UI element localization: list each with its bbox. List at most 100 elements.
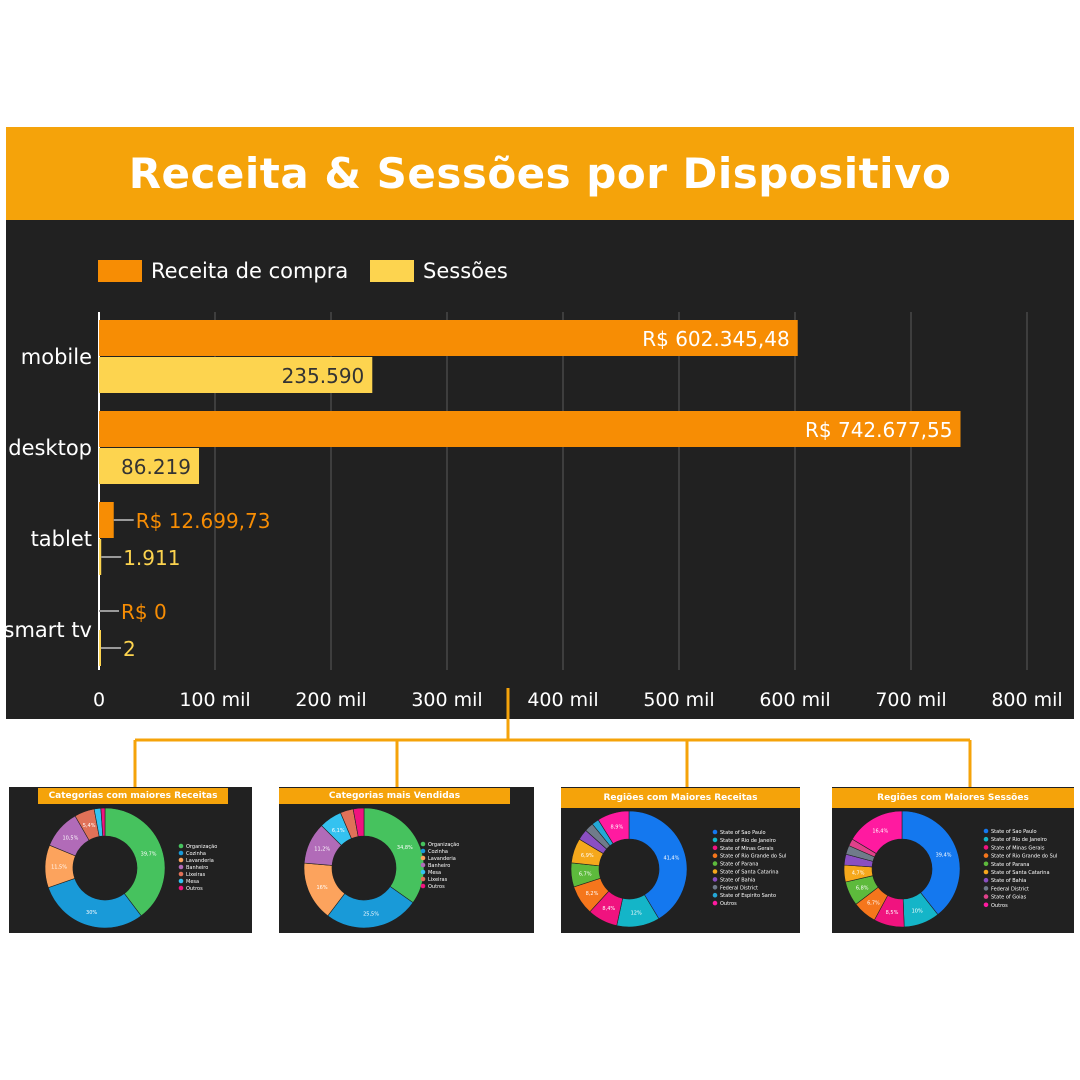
legend-swatch-receita — [98, 260, 142, 282]
donut-panel-regioes-receitas: Regiões com Maiores Receitas 41,4% 12% 8,4… — [561, 787, 800, 933]
x-tick-label: 300 mil — [411, 689, 482, 711]
receita-bar — [99, 320, 798, 356]
legend-dot — [178, 850, 184, 856]
sessoes-bar-label: 2 — [123, 637, 136, 661]
donut-slice-label: 10% — [912, 908, 923, 914]
donut-slice-label: 6,7% — [867, 900, 880, 906]
donut-slice-label: 30% — [86, 910, 97, 916]
donut-slice-label: 25,5% — [363, 911, 379, 917]
donut-slice-label: 6,1% — [332, 828, 345, 834]
legend-dot — [712, 829, 718, 835]
receita-bar-label: R$ 0 — [121, 600, 167, 624]
donut-slice-label: 39,7% — [141, 851, 157, 857]
legend-dot — [178, 871, 184, 877]
legend-dot — [712, 900, 718, 906]
legend-label: State of Rio Grande do Sul — [991, 854, 1057, 860]
donut-slice-label: 8,5% — [886, 910, 899, 916]
sessoes-bar — [99, 630, 101, 666]
legend-label: State of Parana — [991, 862, 1029, 868]
donut-title: Categorias mais Vendidas — [279, 788, 510, 804]
legend-dot — [178, 843, 184, 849]
donut-slice-label: 11,5% — [51, 865, 67, 871]
legend-label: State of Bahia — [720, 877, 755, 883]
donut-chart-2: 34,8% 25,5% 16% 11,2% 6,1% OrganizaçãoCozinha… — [303, 807, 459, 929]
bar-chart-svg: Receita de compra Sessões 0 100 mil 200 mil 3… — [6, 259, 1063, 711]
donut-slice — [901, 810, 961, 916]
legend-label: State of Minas Gerais — [720, 846, 774, 852]
sessoes-bar — [99, 357, 373, 393]
legend-label: Organização — [428, 842, 459, 848]
legend-label: Mesa — [428, 870, 441, 876]
legend-label: Banheiro — [428, 863, 450, 869]
legend-swatch-sessoes — [370, 260, 414, 282]
receita-bar-label: R$ 742.677,55 — [805, 418, 953, 442]
donut-slice-label: 11,2% — [314, 847, 330, 853]
legend-dot — [420, 855, 426, 861]
legend-dot — [420, 841, 426, 847]
donut-panel-categorias-receitas: Categorias com maiores Receitas 39,7% 30%… — [9, 787, 252, 933]
legend-label: Cozinha — [428, 849, 448, 855]
legend-label: Organização — [186, 844, 217, 850]
chart-title: Receita & Sessões por Dispositivo — [128, 149, 952, 198]
donut-slice-label: 8,4% — [602, 906, 615, 912]
donut-slice-label: 8,9% — [611, 825, 624, 831]
legend-dot — [712, 892, 718, 898]
legend-label: Banheiro — [186, 865, 208, 871]
donut-chart-3: 41,4% 12% 8,4% 8,2% 6,7% 6,9% 8,9% State of Sao… — [570, 810, 786, 928]
legend-label-sessoes: Sessões — [423, 259, 508, 283]
donut-slice-label: 10,5% — [62, 836, 78, 842]
legend-label: State of Bahia — [991, 878, 1026, 884]
donut-chart-1: 39,7% 30% 11,5% 10,5% 5,4% OrganizaçãoCozinha… — [44, 807, 217, 929]
receita-bar — [99, 502, 114, 538]
legend-label: State of Espirito Santo — [720, 893, 776, 899]
donut-slice — [352, 807, 365, 837]
legend-label: State of Sao Paulo — [991, 829, 1037, 835]
legend-label: Federal District — [720, 885, 758, 891]
category-label-tablet: tablet — [31, 527, 92, 551]
legend-dot — [420, 869, 426, 875]
donut-slice-label: 6,7% — [579, 872, 592, 878]
donut-slice — [104, 807, 166, 917]
sessoes-bar-label: 235.590 — [282, 364, 365, 388]
donut-slice-label: 16,4% — [872, 829, 888, 835]
legend-dot — [983, 828, 989, 834]
legend-dot — [983, 845, 989, 850]
x-tick-label: 800 mil — [991, 689, 1062, 711]
donut-title: Regiões com Maiores Sessões — [832, 788, 1074, 808]
legend-dot — [983, 853, 989, 858]
legend-dot — [420, 862, 426, 868]
donut-slice — [47, 878, 142, 929]
donut-slice-label: 16% — [316, 885, 327, 891]
category-label-mobile: mobile — [21, 345, 92, 369]
x-tick-label: 700 mil — [875, 689, 946, 711]
legend-dot — [983, 894, 989, 899]
category-label-desktop: desktop — [8, 436, 92, 460]
donut-slice-label: 4,7% — [852, 870, 865, 876]
legend-label: State of Sao Paulo — [720, 830, 766, 836]
donut-panel-regioes-sessoes: Regiões com Maiores Sessões 39,4% 10% 8,5%… — [832, 787, 1074, 933]
legend-dot — [712, 869, 718, 874]
legend-label: Lavanderia — [186, 858, 214, 864]
receita-bar-label: R$ 602.345,48 — [642, 327, 790, 351]
legend-dot — [178, 864, 184, 870]
legend-label: Mesa — [186, 879, 199, 885]
donut-chart-4: 39,4% 10% 8,5% 6,7% 6,8% 4,7% 16,4% State of Sa… — [843, 810, 1057, 928]
main-bar-chart-panel: Receita de compra Sessões 0 100 mil 200 mil 3… — [6, 220, 1074, 719]
x-tick-label: 600 mil — [759, 689, 830, 711]
legend-label: Outros — [991, 903, 1008, 909]
x-tick-label: 500 mil — [643, 689, 714, 711]
x-tick-label: 100 mil — [179, 689, 250, 711]
donut-slice-label: 12% — [631, 910, 642, 916]
legend-dot — [983, 877, 989, 883]
donut-slice-label: 5,4% — [83, 823, 96, 829]
legend-dot — [712, 837, 718, 843]
donut-slice-label: 8,2% — [586, 891, 599, 897]
sessoes-bar-label: 86.219 — [121, 455, 191, 479]
legend-dot — [178, 878, 184, 884]
legend-label: Outros — [186, 886, 203, 892]
legend-label: State of Parana — [720, 862, 758, 868]
donut-slice-label: 41,4% — [663, 855, 679, 861]
legend-label-receita: Receita de compra — [151, 259, 348, 283]
donut-slice-label: 6,9% — [581, 853, 594, 859]
legend-dot — [983, 902, 989, 908]
